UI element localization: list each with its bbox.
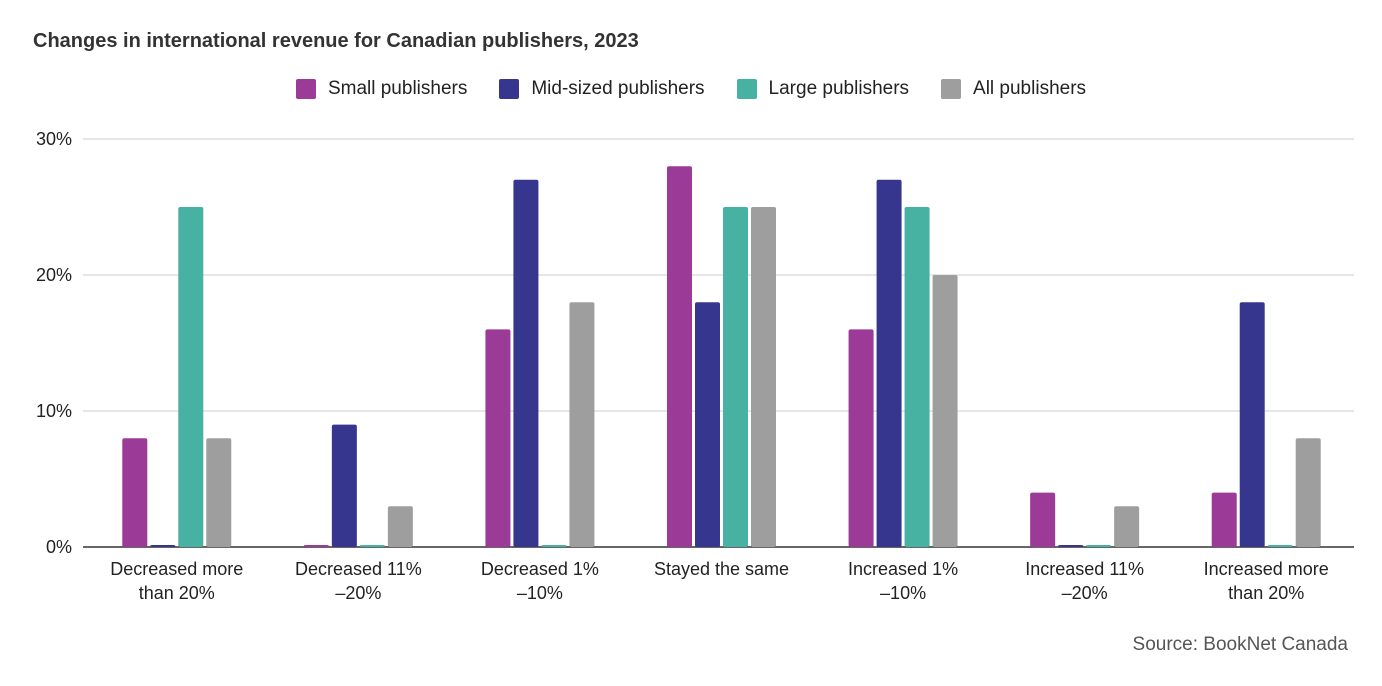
legend-label-all-publishers: All publishers [973, 78, 1087, 99]
x-tick-label: Decreased 1% [481, 559, 599, 579]
x-tick-label: Increased 11% [1025, 559, 1144, 579]
bar[interactable] [723, 207, 748, 547]
source-note: Source: BookNet Canada [1132, 634, 1348, 655]
legend-swatch-large-publishers [736, 79, 757, 99]
x-tick-label: –20% [335, 583, 381, 603]
bar[interactable] [387, 506, 413, 547]
chart-legend: Small publishers Mid-sized publishers La… [0, 78, 1382, 100]
x-tick-label: than 20% [1228, 583, 1304, 603]
x-tick-label: Increased more [1204, 559, 1329, 579]
bar[interactable] [541, 545, 567, 547]
bar[interactable] [1030, 492, 1056, 547]
bar[interactable] [1086, 545, 1112, 547]
x-tick-label: Stayed the same [654, 559, 789, 579]
bar[interactable] [569, 302, 595, 547]
legend-item-large-publishers[interactable]: Large publishers [736, 78, 910, 100]
bar[interactable] [178, 207, 204, 547]
legend-label-mid-sized-publishers: Mid-sized publishers [531, 78, 705, 99]
bar[interactable] [1267, 545, 1293, 547]
bar[interactable] [1295, 438, 1321, 547]
y-tick-label: 20% [36, 265, 72, 285]
y-tick-label: 30% [36, 129, 72, 149]
legend-swatch-mid-sized-publishers [499, 79, 520, 99]
bar[interactable] [1211, 492, 1237, 547]
legend-swatch-all-publishers [941, 79, 962, 99]
x-tick-label: –20% [1062, 583, 1108, 603]
bar[interactable] [485, 329, 511, 547]
bar[interactable] [904, 207, 930, 547]
x-tick-label: than 20% [139, 583, 215, 603]
legend-item-small-publishers[interactable]: Small publishers [295, 78, 468, 100]
bar[interactable] [303, 545, 329, 547]
bar[interactable] [513, 179, 539, 548]
bar[interactable] [331, 424, 357, 547]
bar[interactable] [667, 166, 692, 547]
bar[interactable] [206, 438, 232, 547]
bar[interactable] [751, 207, 776, 547]
legend-item-all-publishers[interactable]: All publishers [941, 78, 1086, 100]
x-tick-label: Increased 1% [848, 559, 958, 579]
bar[interactable] [848, 329, 874, 547]
bar[interactable] [1114, 506, 1140, 547]
legend-item-mid-sized-publishers[interactable]: Mid-sized publishers [499, 78, 705, 100]
legend-swatch-small-publishers [295, 79, 316, 99]
chart-title: Changes in international revenue for Can… [33, 30, 639, 52]
bar[interactable] [359, 545, 385, 547]
x-tick-label: –10% [880, 583, 926, 603]
bar[interactable] [876, 179, 902, 548]
legend-label-large-publishers: Large publishers [768, 78, 910, 99]
bar[interactable] [695, 302, 720, 547]
y-tick-label: 10% [36, 401, 72, 421]
bar[interactable] [932, 275, 958, 547]
x-tick-label: Decreased more [110, 559, 243, 579]
bar[interactable] [122, 438, 148, 547]
bar[interactable] [1058, 545, 1084, 547]
x-tick-label: –10% [517, 583, 563, 603]
x-tick-label: Decreased 11% [295, 559, 422, 579]
bar[interactable] [1239, 302, 1265, 547]
y-tick-label: 0% [46, 537, 72, 557]
legend-label-small-publishers: Small publishers [327, 78, 468, 99]
bar[interactable] [150, 545, 176, 547]
